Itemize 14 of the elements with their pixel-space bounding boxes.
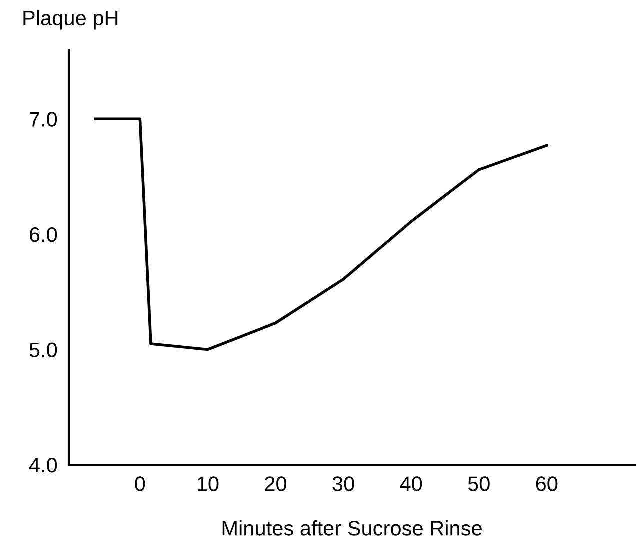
x-tick-label: 0 <box>135 476 146 492</box>
y-tick-label: 4.0 <box>29 458 58 473</box>
x-axis-title: Minutes after Sucrose Rinse <box>222 520 482 536</box>
y-tick-label: 5.0 <box>30 342 58 358</box>
x-tick-label: 40 <box>400 476 422 492</box>
x-tick-label: 10 <box>198 476 219 492</box>
y-axis-title: Plaque pH <box>24 10 118 30</box>
x-tick-label: 60 <box>536 476 558 492</box>
x-tick-label: 20 <box>265 476 287 492</box>
x-tick-label: 50 <box>468 476 490 492</box>
y-tick-label: 7.0 <box>30 112 58 127</box>
y-tick-label: 6.0 <box>30 227 58 242</box>
line-series <box>94 118 548 352</box>
x-tick-label: 30 <box>332 476 354 492</box>
